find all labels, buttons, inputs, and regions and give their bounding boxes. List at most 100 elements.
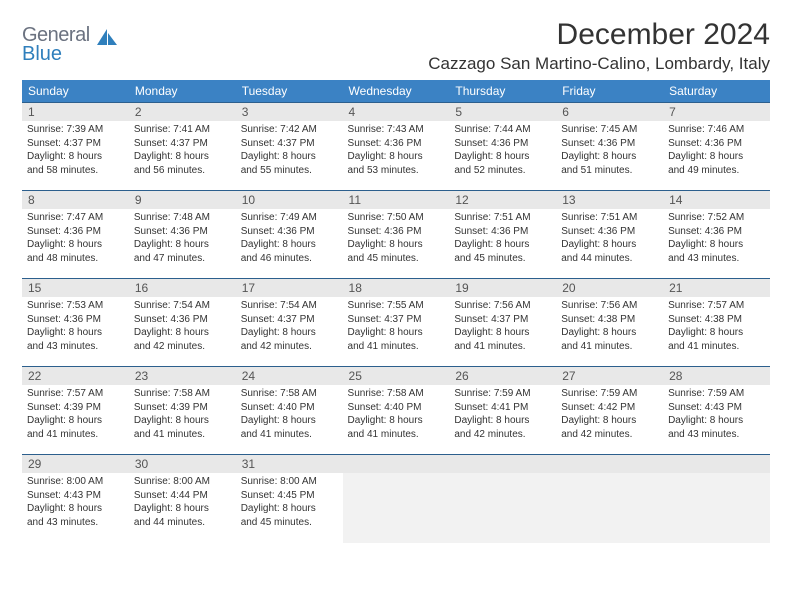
day-number: 23 bbox=[129, 367, 236, 385]
day-number: 21 bbox=[663, 279, 770, 297]
day-cell: 3Sunrise: 7:42 AMSunset: 4:37 PMDaylight… bbox=[236, 103, 343, 191]
daylight-text: and 43 minutes. bbox=[27, 340, 124, 354]
sunset-text: Sunset: 4:41 PM bbox=[454, 401, 551, 415]
sunrise-text: Sunrise: 7:42 AM bbox=[241, 123, 338, 137]
day-cell: 27Sunrise: 7:59 AMSunset: 4:42 PMDayligh… bbox=[556, 367, 663, 455]
day-number: 29 bbox=[22, 455, 129, 473]
day-cell: 23Sunrise: 7:58 AMSunset: 4:39 PMDayligh… bbox=[129, 367, 236, 455]
sunrise-text: Sunrise: 7:58 AM bbox=[348, 387, 445, 401]
daylight-text: and 41 minutes. bbox=[561, 340, 658, 354]
sunset-text: Sunset: 4:36 PM bbox=[348, 225, 445, 239]
day-cell: 2Sunrise: 7:41 AMSunset: 4:37 PMDaylight… bbox=[129, 103, 236, 191]
daylight-text: Daylight: 8 hours bbox=[668, 150, 765, 164]
day-number: 7 bbox=[663, 103, 770, 121]
week-row: 22Sunrise: 7:57 AMSunset: 4:39 PMDayligh… bbox=[22, 367, 770, 455]
day-body: Sunrise: 7:56 AMSunset: 4:38 PMDaylight:… bbox=[556, 297, 663, 355]
day-number: 15 bbox=[22, 279, 129, 297]
sunset-text: Sunset: 4:44 PM bbox=[134, 489, 231, 503]
sunset-text: Sunset: 4:37 PM bbox=[348, 313, 445, 327]
day-number: 9 bbox=[129, 191, 236, 209]
week-row: 15Sunrise: 7:53 AMSunset: 4:36 PMDayligh… bbox=[22, 279, 770, 367]
day-cell: 9Sunrise: 7:48 AMSunset: 4:36 PMDaylight… bbox=[129, 191, 236, 279]
daylight-text: Daylight: 8 hours bbox=[241, 238, 338, 252]
day-cell bbox=[663, 455, 770, 543]
day-number: 3 bbox=[236, 103, 343, 121]
sunrise-text: Sunrise: 7:51 AM bbox=[561, 211, 658, 225]
empty-day-header bbox=[556, 455, 663, 473]
sunset-text: Sunset: 4:43 PM bbox=[27, 489, 124, 503]
day-body: Sunrise: 8:00 AMSunset: 4:45 PMDaylight:… bbox=[236, 473, 343, 531]
day-cell: 26Sunrise: 7:59 AMSunset: 4:41 PMDayligh… bbox=[449, 367, 556, 455]
calendar-table: Sunday Monday Tuesday Wednesday Thursday… bbox=[22, 80, 770, 543]
daylight-text: Daylight: 8 hours bbox=[348, 238, 445, 252]
day-body: Sunrise: 7:43 AMSunset: 4:36 PMDaylight:… bbox=[343, 121, 450, 179]
daylight-text: and 43 minutes. bbox=[668, 428, 765, 442]
sunset-text: Sunset: 4:36 PM bbox=[134, 225, 231, 239]
logo-blue: Blue bbox=[22, 43, 90, 66]
day-body: Sunrise: 7:44 AMSunset: 4:36 PMDaylight:… bbox=[449, 121, 556, 179]
sunrise-text: Sunrise: 7:52 AM bbox=[668, 211, 765, 225]
week-row: 1Sunrise: 7:39 AMSunset: 4:37 PMDaylight… bbox=[22, 103, 770, 191]
day-body: Sunrise: 7:55 AMSunset: 4:37 PMDaylight:… bbox=[343, 297, 450, 355]
day-number: 11 bbox=[343, 191, 450, 209]
page-title: December 2024 bbox=[428, 18, 770, 52]
daylight-text: Daylight: 8 hours bbox=[27, 414, 124, 428]
day-cell: 19Sunrise: 7:56 AMSunset: 4:37 PMDayligh… bbox=[449, 279, 556, 367]
day-cell: 13 Sunrise: 7:51 AMSunset: 4:36 PMDayligh… bbox=[556, 191, 663, 279]
daylight-text: Daylight: 8 hours bbox=[561, 238, 658, 252]
sunset-text: Sunset: 4:36 PM bbox=[134, 313, 231, 327]
sunset-text: Sunset: 4:36 PM bbox=[561, 225, 658, 239]
day-number: 13 bbox=[556, 191, 663, 209]
logo: General Blue bbox=[22, 18, 119, 66]
sunset-text: Sunset: 4:36 PM bbox=[27, 225, 124, 239]
daylight-text: Daylight: 8 hours bbox=[454, 238, 551, 252]
sunrise-text: Sunrise: 7:59 AM bbox=[561, 387, 658, 401]
sunset-text: Sunset: 4:45 PM bbox=[241, 489, 338, 503]
daylight-text: Daylight: 8 hours bbox=[27, 238, 124, 252]
daylight-text: Daylight: 8 hours bbox=[134, 414, 231, 428]
daylight-text: Daylight: 8 hours bbox=[454, 414, 551, 428]
daylight-text: and 41 minutes. bbox=[27, 428, 124, 442]
day-cell: 15Sunrise: 7:53 AMSunset: 4:36 PMDayligh… bbox=[22, 279, 129, 367]
daylight-text: Daylight: 8 hours bbox=[27, 502, 124, 516]
daylight-text: and 41 minutes. bbox=[454, 340, 551, 354]
day-cell: 7Sunrise: 7:46 AMSunset: 4:36 PMDaylight… bbox=[663, 103, 770, 191]
day-body: Sunrise: 8:00 AMSunset: 4:44 PMDaylight:… bbox=[129, 473, 236, 531]
day-number: 19 bbox=[449, 279, 556, 297]
weekday-header-row: Sunday Monday Tuesday Wednesday Thursday… bbox=[22, 80, 770, 103]
daylight-text: Daylight: 8 hours bbox=[561, 414, 658, 428]
sunrise-text: Sunrise: 7:54 AM bbox=[241, 299, 338, 313]
daylight-text: and 49 minutes. bbox=[668, 164, 765, 178]
daylight-text: and 42 minutes. bbox=[561, 428, 658, 442]
day-cell: 1Sunrise: 7:39 AMSunset: 4:37 PMDaylight… bbox=[22, 103, 129, 191]
sunrise-text: Sunrise: 7:50 AM bbox=[348, 211, 445, 225]
daylight-text: Daylight: 8 hours bbox=[134, 326, 231, 340]
daylight-text: and 44 minutes. bbox=[134, 516, 231, 530]
day-number: 22 bbox=[22, 367, 129, 385]
daylight-text: Daylight: 8 hours bbox=[454, 150, 551, 164]
daylight-text: Daylight: 8 hours bbox=[241, 150, 338, 164]
weekday-header: Wednesday bbox=[343, 80, 450, 103]
day-body: Sunrise: 7:58 AMSunset: 4:40 PMDaylight:… bbox=[343, 385, 450, 443]
day-number: 1 bbox=[22, 103, 129, 121]
sunrise-text: Sunrise: 7:56 AM bbox=[561, 299, 658, 313]
day-cell bbox=[343, 455, 450, 543]
daylight-text: and 43 minutes. bbox=[27, 516, 124, 530]
daylight-text: Daylight: 8 hours bbox=[134, 150, 231, 164]
empty-day-header bbox=[449, 455, 556, 473]
weekday-header: Tuesday bbox=[236, 80, 343, 103]
daylight-text: Daylight: 8 hours bbox=[348, 414, 445, 428]
sunrise-text: Sunrise: 7:58 AM bbox=[134, 387, 231, 401]
daylight-text: and 45 minutes. bbox=[348, 252, 445, 266]
daylight-text: Daylight: 8 hours bbox=[668, 414, 765, 428]
day-body: Sunrise: 7:54 AMSunset: 4:36 PMDaylight:… bbox=[129, 297, 236, 355]
day-body: Sunrise: 8:00 AMSunset: 4:43 PMDaylight:… bbox=[22, 473, 129, 531]
calendar-body: 1Sunrise: 7:39 AMSunset: 4:37 PMDaylight… bbox=[22, 103, 770, 543]
day-cell: 17Sunrise: 7:54 AMSunset: 4:37 PMDayligh… bbox=[236, 279, 343, 367]
weekday-header: Thursday bbox=[449, 80, 556, 103]
daylight-text: and 41 minutes. bbox=[348, 340, 445, 354]
day-cell: 16Sunrise: 7:54 AMSunset: 4:36 PMDayligh… bbox=[129, 279, 236, 367]
day-body: Sunrise: 7:56 AMSunset: 4:37 PMDaylight:… bbox=[449, 297, 556, 355]
daylight-text: and 52 minutes. bbox=[454, 164, 551, 178]
day-number: 20 bbox=[556, 279, 663, 297]
